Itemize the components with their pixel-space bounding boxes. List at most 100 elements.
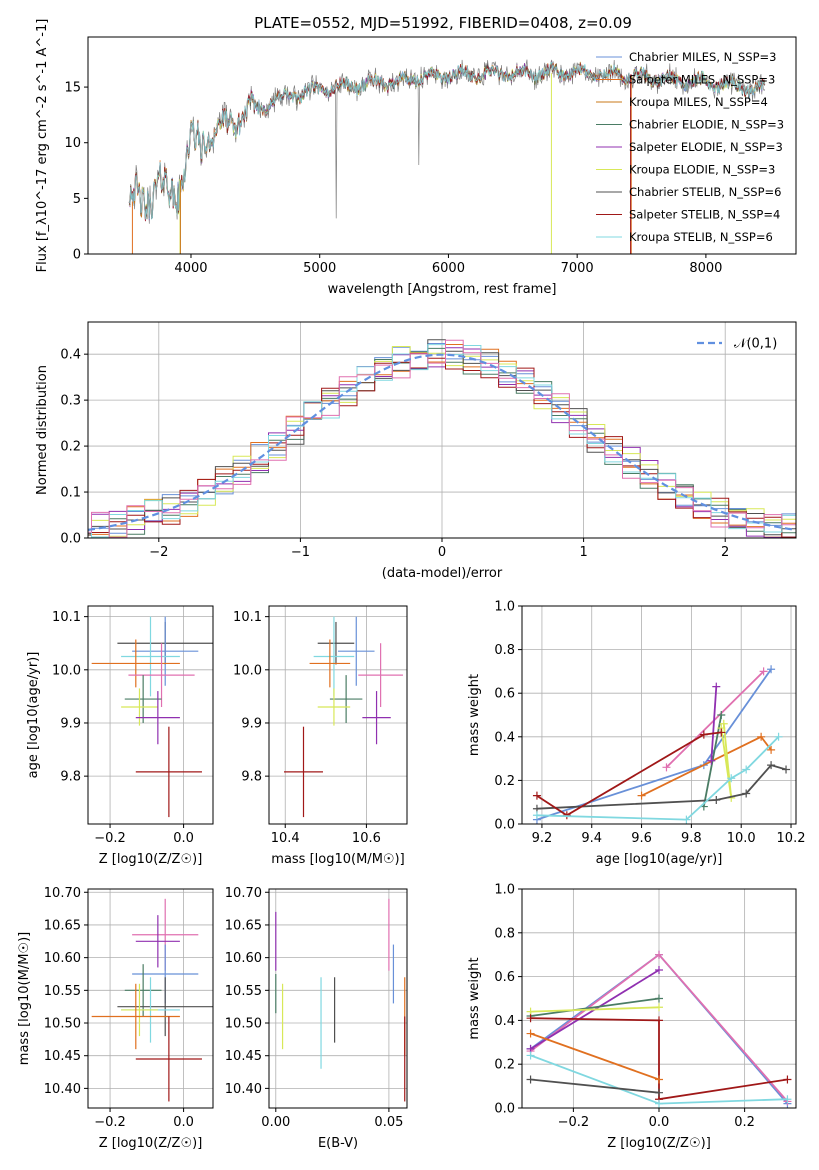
x-axis-label: Z [log10(Z/Z☉)] xyxy=(99,1136,203,1151)
y-tick-label: 10.70 xyxy=(225,886,262,901)
figure-title: PLATE=0552, MJD=51992, FIBERID=0408, z=0… xyxy=(254,14,632,32)
spectrum-panel: 4000 5000 6000 7000 8000 0 5 10 15 wavelength [An… xyxy=(35,19,797,297)
plot-area xyxy=(284,616,403,818)
y-tick-label: 10.50 xyxy=(44,1017,81,1032)
histogram-step-line xyxy=(88,344,796,538)
y-tick-label: 9.8 xyxy=(241,770,262,785)
y-tick-label: 10.55 xyxy=(44,984,81,999)
weight-point-marker xyxy=(783,1095,792,1104)
x-tick-label: 0.05 xyxy=(374,1115,403,1130)
y-tick-label: 10.1 xyxy=(233,610,262,625)
y-tick-label: 0.2 xyxy=(494,774,515,789)
y-tick-label: 1.0 xyxy=(494,600,515,615)
weight-point-marker xyxy=(717,711,726,719)
x-tick-label: 8000 xyxy=(689,261,722,276)
legend-label: Chabrier STELIB, N_SSP=6 xyxy=(629,185,781,199)
weight-series-line xyxy=(536,731,722,817)
y-tick-label: 10.65 xyxy=(44,918,81,933)
y-tick-label: 0 xyxy=(73,248,81,263)
histogram-step-line xyxy=(88,344,796,538)
x-tick-label: 0.2 xyxy=(734,1115,755,1130)
plot-area xyxy=(128,59,766,254)
weight-point-marker xyxy=(767,665,776,674)
x-tick-label: 10.2 xyxy=(777,831,806,846)
weight-point-marker xyxy=(637,791,646,800)
x-axis-label: wavelength [Angstrom, rest frame] xyxy=(328,282,557,297)
histogram-step-line xyxy=(88,346,796,537)
weight-point-marker xyxy=(767,745,776,754)
weight-point-marker xyxy=(774,732,783,741)
x-tick-label: 9.6 xyxy=(631,831,652,846)
weight-point-marker xyxy=(712,796,721,805)
y-tick-label: 10 xyxy=(64,136,81,151)
y-axis-label: mass [log10(M/M☉)] xyxy=(17,932,32,1065)
y-tick-label: 9.8 xyxy=(60,770,81,785)
x-tick-label: 0.0 xyxy=(173,1115,194,1130)
weight-series-line xyxy=(530,1032,660,1081)
y-tick-label: 5 xyxy=(73,192,81,207)
y-tick-label: 0.4 xyxy=(494,1014,515,1029)
legend-label: Salpeter MILES, N_SSP=3 xyxy=(629,73,775,87)
x-tick-label: −0.2 xyxy=(558,1115,590,1130)
legend-label: Salpeter ELODIE, N_SSP=3 xyxy=(629,140,783,154)
y-axis-label: mass weight xyxy=(467,957,482,1039)
y-tick-label: 9.9 xyxy=(60,716,81,731)
y-tick-label: 0.0 xyxy=(494,1102,515,1117)
weight-point-marker xyxy=(719,719,728,728)
histogram-step-line xyxy=(88,352,796,538)
histogram-step-line xyxy=(88,347,796,538)
y-tick-label: 10.1 xyxy=(52,610,81,625)
x-axis-label: Z [log10(Z/Z☉)] xyxy=(99,852,203,867)
z-mass-panel: −0.2 0.0 10.40 10.45 10.50 10.55 10.60 10.65 10.… xyxy=(17,886,214,1151)
weight-point-marker xyxy=(655,1099,663,1108)
x-tick-label: 10.0 xyxy=(727,831,756,846)
y-tick-label: 9.9 xyxy=(241,716,262,731)
weight-point-marker xyxy=(532,811,541,820)
legend-label: Kroupa MILES, N_SSP=4 xyxy=(629,95,768,109)
y-tick-label: 15 xyxy=(64,81,81,96)
y-tick-label: 0.8 xyxy=(494,643,515,658)
x-tick-label: 1 xyxy=(579,545,587,560)
x-axis-label: Z [log10(Z/Z☉)] xyxy=(607,1136,711,1151)
weight-point-marker xyxy=(526,1051,535,1060)
weight-series-line xyxy=(536,668,772,821)
legend-label: Kroupa ELODIE, N_SSP=3 xyxy=(629,163,775,177)
plot-area xyxy=(526,950,792,1108)
y-axis-label: mass weight xyxy=(467,674,482,756)
y-tick-label: 0.3 xyxy=(60,394,81,409)
y-tick-label: 0.2 xyxy=(494,1058,515,1073)
x-tick-label: 7000 xyxy=(561,261,594,276)
z-weight-panel: −0.2 0.0 0.2 0.0 0.2 0.4 0.6 0.8 1.0 Z [log10(Z/Z… xyxy=(467,883,797,1151)
y-tick-label: 10.0 xyxy=(52,663,81,678)
legend-label: Salpeter STELIB, N_SSP=4 xyxy=(629,208,780,222)
y-axis-label: Flux [f_λ10^-17 erg cm^-2 s^-1 A^-1] xyxy=(35,19,50,273)
y-tick-label: 10.60 xyxy=(44,951,81,966)
y-tick-label: 10.0 xyxy=(233,663,262,678)
weight-series-line xyxy=(530,1078,660,1094)
age-weight-panel: 9.2 9.4 9.6 9.8 10.0 10.2 0.0 0.2 0.4 0.6 0.8 1.0 ag… xyxy=(467,600,805,868)
y-tick-label: 0.0 xyxy=(60,532,81,547)
x-axis-label: (data-model)/error xyxy=(382,566,503,581)
y-tick-label: 0.2 xyxy=(60,440,81,455)
y-tick-label: 0.4 xyxy=(60,348,81,363)
weight-series-line xyxy=(710,686,718,761)
weight-series-line xyxy=(530,997,660,1017)
weight-point-marker xyxy=(712,682,721,691)
y-tick-label: 0.6 xyxy=(494,687,515,702)
x-axis-label: mass [log10(M/M☉)] xyxy=(271,852,404,867)
y-tick-label: 10.45 xyxy=(225,1049,262,1064)
x-axis-label: age [log10(age/yr)] xyxy=(596,852,723,867)
normal-curve-line xyxy=(88,353,796,531)
model-spectrum-line xyxy=(128,61,766,221)
x-tick-label: 9.8 xyxy=(681,831,702,846)
weight-point-marker xyxy=(655,1016,663,1025)
weight-series-line xyxy=(665,670,765,768)
y-tick-label: 10.50 xyxy=(225,1017,262,1032)
axes-frame xyxy=(268,888,408,1109)
x-tick-label: −2 xyxy=(149,545,168,560)
weight-point-marker xyxy=(526,1029,535,1038)
weight-series-line xyxy=(530,1017,788,1101)
x-tick-label: 10.4 xyxy=(271,831,300,846)
y-tick-label: 10.40 xyxy=(225,1082,262,1097)
weight-point-marker xyxy=(742,765,751,774)
